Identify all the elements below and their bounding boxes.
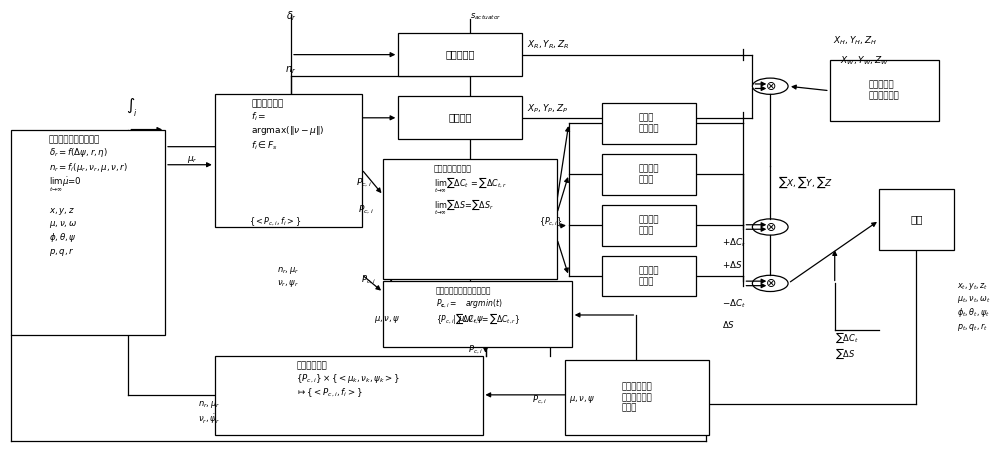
- FancyBboxPatch shape: [383, 159, 557, 279]
- Text: $n_r, \mu_r$
$\nu_r, \psi_r$: $n_r, \mu_r$ $\nu_r, \psi_r$: [277, 265, 299, 289]
- Text: $+\Delta S$: $+\Delta S$: [722, 258, 742, 270]
- Text: $P_{c,i}$: $P_{c,i}$: [361, 274, 376, 286]
- Text: 稳速控制模块
$f_i =$
$\mathrm{argmax}(\|\nu - \mu\|)$
$f_i \in F_s$: 稳速控制模块 $f_i =$ $\mathrm{argmax}(\|\nu - …: [251, 99, 325, 152]
- FancyBboxPatch shape: [602, 205, 696, 246]
- Text: $n_r, \mu_r$
$\nu_r, \dot{\psi}_r$: $n_r, \mu_r$ $\nu_r, \dot{\psi}_r$: [198, 400, 220, 426]
- FancyBboxPatch shape: [830, 60, 939, 121]
- Text: $- X_W, Y_W, Z_W$: $- X_W, Y_W, Z_W$: [833, 54, 889, 67]
- Text: $x_t, y_t, z_t$
$\mu_t, \nu_t, \omega_t$
$\phi_t, \theta_t, \psi_t$
$p_t, q_t, r: $x_t, y_t, z_t$ $\mu_t, \nu_t, \omega_t$…: [957, 281, 991, 333]
- Text: $\mu, \nu, \psi$: $\mu, \nu, \psi$: [374, 314, 401, 325]
- FancyBboxPatch shape: [602, 154, 696, 194]
- Text: 船舶: 船舶: [910, 214, 923, 224]
- Text: $\int_i$: $\int_i$: [126, 96, 138, 118]
- Text: 压浪板减
阻装置: 压浪板减 阻装置: [638, 266, 659, 286]
- Text: 阻流板减
阻装置: 阻流板减 阻装置: [638, 216, 659, 235]
- Text: $\mu, \nu, \psi$: $\mu, \nu, \psi$: [569, 394, 595, 405]
- Text: $\sum\Delta C_t$
$\sum\Delta S$: $\sum\Delta C_t$ $\sum\Delta S$: [835, 331, 859, 361]
- FancyBboxPatch shape: [215, 94, 362, 227]
- Text: $s_{actuator}$: $s_{actuator}$: [470, 12, 501, 22]
- FancyBboxPatch shape: [11, 130, 165, 336]
- Text: $P_{c,i}$: $P_{c,i}$: [356, 177, 371, 189]
- Text: 水翼等
增阻装置: 水翼等 增阻装置: [638, 114, 659, 133]
- FancyBboxPatch shape: [383, 281, 572, 346]
- Text: $n_r$: $n_r$: [285, 64, 297, 76]
- Text: $P_{c,i}$: $P_{c,i}$: [468, 344, 483, 356]
- Text: $\Delta S$: $\Delta S$: [722, 319, 735, 330]
- FancyBboxPatch shape: [215, 355, 483, 434]
- Text: $P_{c,i}$: $P_{c,i}$: [358, 204, 373, 216]
- Text: 黏性水动力
风浪流等干扰: 黏性水动力 风浪流等干扰: [869, 81, 900, 100]
- Text: $X_H, Y_H, Z_H$: $X_H, Y_H, Z_H$: [833, 35, 877, 47]
- FancyBboxPatch shape: [398, 96, 522, 139]
- Text: 位置、方向、
姿态、加速度
传感器: 位置、方向、 姿态、加速度 传感器: [621, 382, 652, 412]
- Text: $\{P_{c,i}\}$: $\{P_{c,i}\}$: [539, 215, 563, 228]
- FancyBboxPatch shape: [602, 103, 696, 143]
- Text: $\otimes$: $\otimes$: [765, 277, 776, 290]
- Text: 自动导航制导控制系统
$\delta_r = f(\Delta\psi, r, \eta)$
$n_r = f_i(\mu_r, \nu_r, \mu, \nu: 自动导航制导控制系统 $\delta_r = f(\Delta\psi, r, …: [49, 135, 128, 258]
- Text: $\mu_r$: $\mu_r$: [187, 154, 198, 165]
- Text: $\mu, \nu, \psi$: $\mu, \nu, \psi$: [458, 314, 484, 325]
- Text: 推进系统: 推进系统: [448, 113, 472, 123]
- Text: $\otimes$: $\otimes$: [765, 80, 776, 93]
- Text: $X_R, Y_R, Z_R$: $X_R, Y_R, Z_R$: [527, 38, 570, 50]
- Text: $-\Delta C_t$: $-\Delta C_t$: [722, 297, 746, 310]
- Text: 方向舵系统: 方向舵系统: [446, 49, 475, 59]
- Text: $\otimes$: $\otimes$: [765, 221, 776, 233]
- Text: 水平翼减
阻装置: 水平翼减 阻装置: [638, 164, 659, 184]
- FancyBboxPatch shape: [602, 256, 696, 296]
- Text: $X_P, Y_P, Z_P$: $X_P, Y_P, Z_P$: [527, 103, 569, 115]
- Text: 稳速辨识模块
$\{P_{c,i}\}\times\{<\mu_k, \nu_k, \psi_k>\}$
$\mapsto\{<P_{c,i}, f_i>\}$: 稳速辨识模块 $\{P_{c,i}\}\times\{<\mu_k, \nu_k…: [296, 361, 401, 399]
- Text: $P_{c,i}$: $P_{c,i}$: [532, 393, 547, 405]
- FancyBboxPatch shape: [565, 360, 709, 434]
- Text: 阻力调整装置效果评估模块
$P_{\mathbf{c},i} = \quad argmin(t)$
$\{P_{c,i}|\sum\Delta C_{t,i}=: 阻力调整装置效果评估模块 $P_{\mathbf{c},i} = \quad a…: [436, 286, 520, 326]
- FancyBboxPatch shape: [398, 33, 522, 76]
- Text: $+\Delta C_t$: $+\Delta C_t$: [722, 236, 746, 249]
- Text: 阻力调整控制模块
$\lim_{t\to\infty}\sum\Delta C_t = \sum\Delta C_{t,r}$
$\lim_{t\to\inft: 阻力调整控制模块 $\lim_{t\to\infty}\sum\Delta C_…: [434, 165, 507, 217]
- Text: $\{<P_{c,i}, f_i>\}$: $\{<P_{c,i}, f_i>\}$: [249, 215, 302, 228]
- Text: $\sum X, \sum Y, \sum Z$: $\sum X, \sum Y, \sum Z$: [778, 174, 833, 189]
- FancyBboxPatch shape: [879, 189, 954, 250]
- Text: $\delta_r$: $\delta_r$: [286, 9, 297, 23]
